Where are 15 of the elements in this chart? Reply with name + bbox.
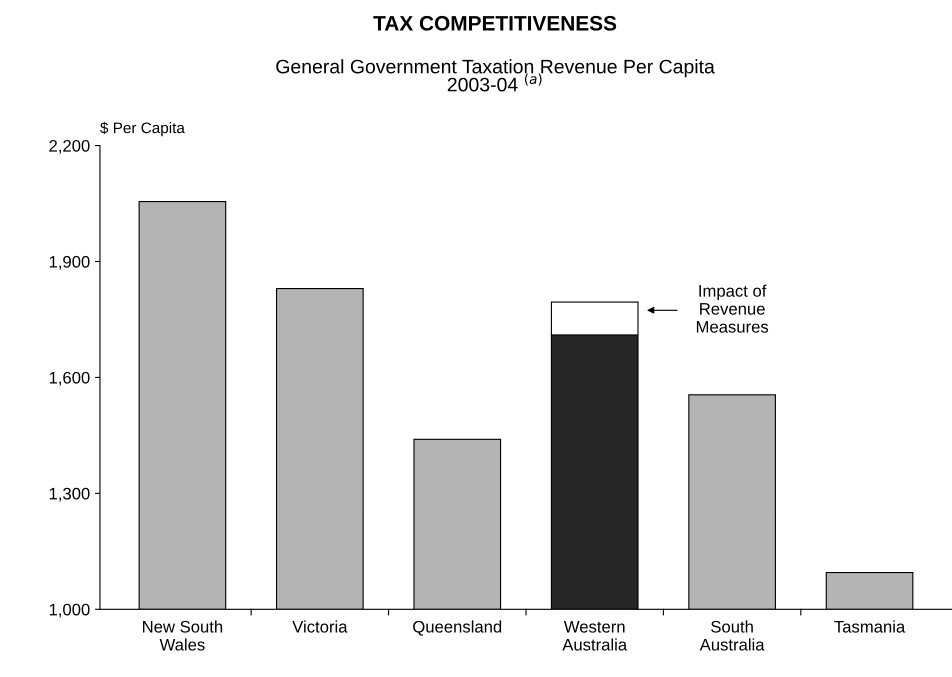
x-tick-label: Queensland — [413, 620, 502, 636]
y-tick-label: 1,600 — [50, 372, 90, 386]
chart-title: TAX COMPETITIVENESS — [373, 16, 616, 31]
x-tick-label: New South Wales — [143, 620, 222, 651]
y-tick-label: 1,000 — [50, 604, 90, 618]
annotation: Impact of Revenue Measures — [696, 284, 768, 333]
x-tick-label: South Australia — [700, 620, 765, 651]
x-tick-label: Tasmania — [834, 620, 906, 633]
x-tick-label: Victoria — [292, 620, 348, 633]
y-tick-label: 1,300 — [50, 488, 90, 502]
y-tick-label: 2,200 — [49, 140, 90, 154]
y-axis-title: $ Per Capita — [100, 122, 185, 136]
x-tick-label: Western Australia — [562, 621, 628, 651]
chart-subtitle: General Government Taxation Revenue Per Capita 2003-04 $^{(a)}$ — [276, 59, 715, 92]
y-tick-label: 1,900 — [50, 256, 90, 270]
